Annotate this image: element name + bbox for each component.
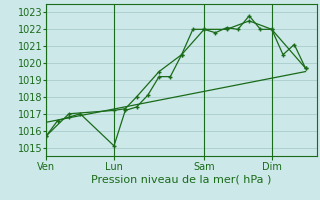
X-axis label: Pression niveau de la mer( hPa ): Pression niveau de la mer( hPa ) — [92, 174, 272, 184]
